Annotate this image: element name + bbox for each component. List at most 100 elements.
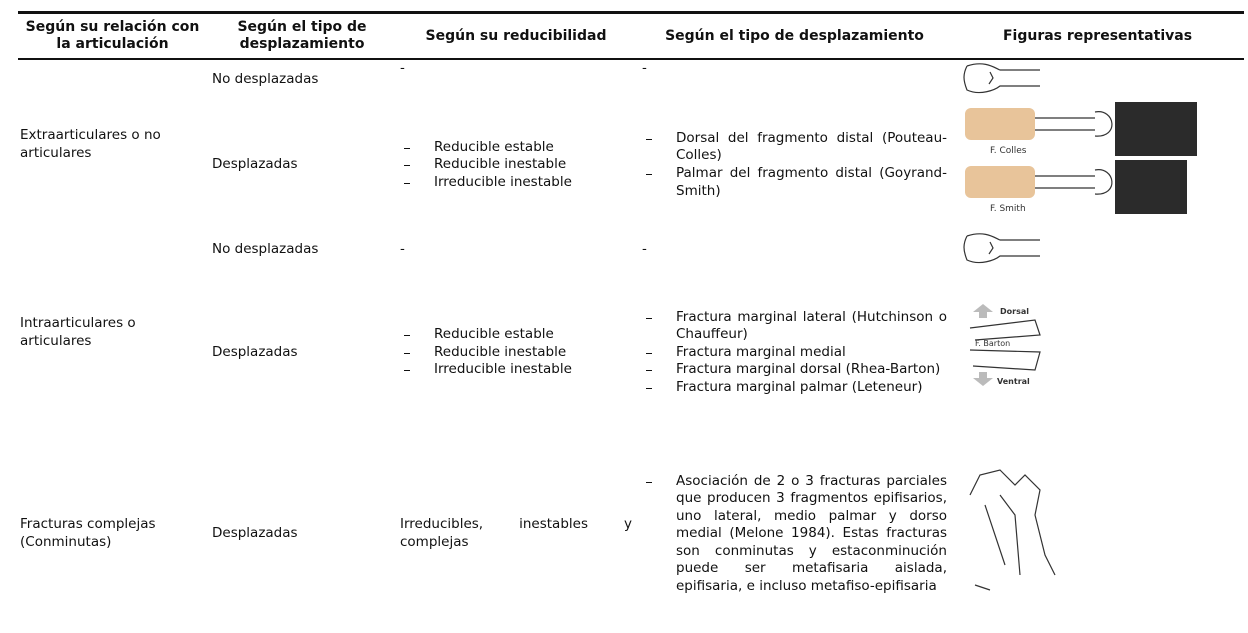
reducibility-item: Reducible inestable bbox=[400, 344, 632, 362]
reducibility-text: Reducible inestable bbox=[434, 343, 567, 360]
displacement-cell: No desplazadas bbox=[212, 60, 392, 100]
header-text: Según su reducibilidad bbox=[425, 27, 607, 44]
displacement-text: No desplazadas bbox=[212, 241, 319, 258]
reducibility-item: Reducible estable bbox=[400, 326, 632, 344]
relation-text: Intraarticulares o articulares bbox=[20, 314, 136, 349]
figure bbox=[963, 63, 1040, 94]
type-list: Fractura marginal lateral (Hutchinson o … bbox=[642, 309, 947, 397]
reducibility-text: Irreducible inestable bbox=[434, 173, 572, 190]
displacement-text: No desplazadas bbox=[212, 71, 319, 88]
sketch bbox=[969, 469, 1056, 591]
displacement-cell: No desplazadas bbox=[212, 230, 392, 270]
reducibility-text: Reducible inestable bbox=[434, 156, 567, 173]
xray bbox=[1115, 102, 1197, 156]
type-cell: - bbox=[642, 60, 947, 100]
type-item: Fractura marginal medial bbox=[642, 344, 947, 362]
figure: F. Colles F. Smith bbox=[965, 102, 1197, 214]
figure-label: Ventral bbox=[997, 377, 1030, 386]
type-item: Dorsal del fragmento distal (Pouteau-Col… bbox=[642, 130, 947, 165]
type-item: Asociación de 2 o 3 fracturas parciales … bbox=[642, 473, 947, 596]
figure: Dorsal F. Barton Ventral bbox=[969, 304, 1041, 386]
type-text: Fractura marginal dorsal (Rhea-Barton) bbox=[676, 361, 941, 378]
type-cell: Fractura marginal lateral (Hutchinson o … bbox=[642, 270, 947, 435]
type-item: Fractura marginal lateral (Hutchinson o … bbox=[642, 309, 947, 344]
relation-cell: Extraarticulares o no articulares bbox=[20, 60, 205, 230]
figure-label: Dorsal bbox=[1000, 307, 1029, 316]
reducibility-text: - bbox=[400, 241, 405, 258]
bullet bbox=[404, 147, 410, 149]
relation-cell: Intraarticulares o articulares bbox=[20, 230, 205, 435]
bullet bbox=[646, 174, 652, 175]
bone bbox=[963, 63, 1040, 94]
column-header: Según el tipo de desplazamiento bbox=[212, 14, 392, 58]
header-text: Figuras representativas bbox=[1002, 27, 1193, 44]
reducibility-list: Reducible estable Reducible inestable Irre… bbox=[400, 326, 632, 379]
displacement-cell: Desplazadas bbox=[212, 270, 392, 435]
figure-label: F. Colles bbox=[990, 146, 1027, 156]
bone bbox=[1035, 169, 1113, 195]
bone bbox=[969, 319, 1041, 371]
figure-label: F. Barton bbox=[975, 339, 1010, 348]
arrow-up bbox=[973, 304, 993, 318]
type-cell: Dorsal del fragmento distal (Pouteau-Col… bbox=[642, 100, 947, 230]
arrow-down bbox=[973, 372, 993, 386]
relation-text: Extraarticulares o no articulares bbox=[20, 127, 161, 161]
type-cell: - bbox=[642, 230, 947, 270]
header-text: Según el tipo de desplazamiento bbox=[237, 19, 367, 52]
reducibility-cell: - bbox=[400, 60, 632, 100]
bone bbox=[963, 233, 1040, 264]
bullet bbox=[404, 352, 410, 354]
header-text: Según su relación con la articulación bbox=[25, 19, 200, 52]
bone bbox=[1035, 111, 1113, 137]
relation-text: Fracturas complejas (Conminutas) bbox=[20, 516, 156, 550]
type-list: Asociación de 2 o 3 fracturas parciales … bbox=[642, 473, 947, 596]
reducibility-cell: - bbox=[400, 230, 632, 270]
type-text: Palmar del fragmento distal (Goyrand-Smi… bbox=[676, 165, 947, 199]
displacement-text: Desplazadas bbox=[212, 156, 298, 173]
bullet bbox=[404, 370, 410, 372]
relation-cell: Fracturas complejas (Conminutas) bbox=[20, 435, 205, 633]
displacement-text: Desplazadas bbox=[212, 525, 298, 542]
reducibility-text: Irreducibles, inestables y complejas bbox=[400, 516, 632, 550]
figure-label: F. Smith bbox=[990, 204, 1026, 214]
bullet bbox=[646, 370, 652, 372]
type-list: Dorsal del fragmento distal (Pouteau-Col… bbox=[642, 130, 947, 200]
figure bbox=[963, 233, 1040, 264]
type-item: Fractura marginal palmar (Leteneur) bbox=[642, 379, 947, 397]
displacement-cell: Desplazadas bbox=[212, 100, 392, 230]
column-header: Según su relación con la articulación bbox=[20, 14, 205, 58]
header-rule bbox=[18, 58, 1244, 60]
reducibility-cell: Reducible estable Reducible inestable Irre… bbox=[400, 270, 632, 435]
reducibility-item: Reducible estable bbox=[400, 139, 632, 157]
type-text: Fractura marginal medial bbox=[676, 343, 846, 360]
type-item: Palmar del fragmento distal (Goyrand-Smi… bbox=[642, 165, 947, 200]
type-item: Fractura marginal dorsal (Rhea-Barton) bbox=[642, 361, 947, 379]
type-text: Fractura marginal lateral (Hutchinson o … bbox=[676, 308, 947, 343]
reducibility-item: Irreducible inestable bbox=[400, 174, 632, 192]
displacement-text: Desplazadas bbox=[212, 343, 298, 360]
column-header: Figuras representativas bbox=[955, 14, 1240, 58]
bullet bbox=[404, 335, 410, 337]
displacement-cell: Desplazadas bbox=[212, 435, 392, 633]
type-text: Asociación de 2 o 3 fracturas parciales … bbox=[676, 472, 947, 594]
column-header: Según el tipo de desplazamiento bbox=[642, 14, 947, 58]
reducibility-cell: Irreducibles, inestables y complejas bbox=[400, 435, 632, 633]
reducibility-cell: Reducible estable Reducible inestable Irre… bbox=[400, 100, 632, 230]
figure bbox=[969, 469, 1056, 591]
reducibility-text: - bbox=[400, 60, 405, 76]
bullet bbox=[404, 165, 410, 167]
bullet bbox=[646, 481, 652, 483]
bullet bbox=[646, 352, 652, 354]
reducibility-text: Irreducible inestable bbox=[434, 361, 572, 378]
type-text: - bbox=[642, 241, 647, 258]
reducibility-item: Reducible inestable bbox=[400, 156, 632, 174]
type-text: Dorsal del fragmento distal (Pouteau-Col… bbox=[676, 129, 947, 164]
type-text: - bbox=[642, 60, 647, 76]
bullet bbox=[646, 138, 652, 140]
bullet bbox=[404, 182, 410, 184]
column-header: Según su reducibilidad bbox=[400, 14, 632, 58]
bullet bbox=[646, 317, 652, 319]
top-rule bbox=[18, 11, 1244, 14]
hand bbox=[965, 108, 1035, 140]
